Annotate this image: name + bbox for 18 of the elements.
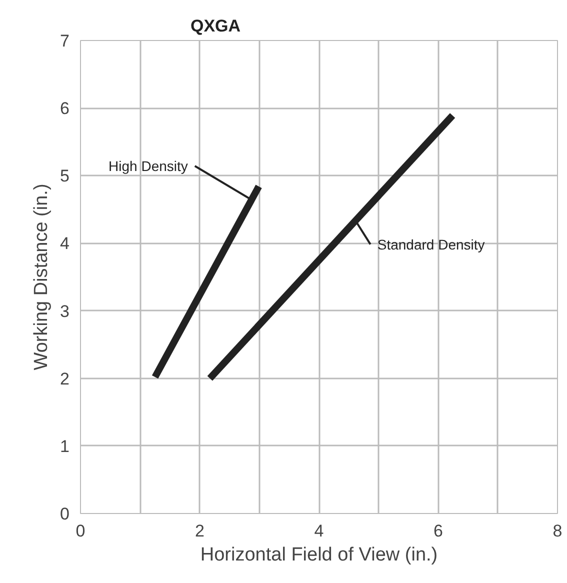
text: High Density	[108, 158, 188, 174]
y-tick-label: 4	[60, 234, 70, 254]
y-tick-label: 5	[60, 166, 70, 186]
x-axis-title: Horizontal Field of View (in.)	[200, 544, 438, 566]
series-label: Standard Density	[377, 236, 485, 252]
y-tick-label: 6	[60, 99, 70, 118]
x-tick-label: 2	[195, 522, 204, 540]
x-tick-label: 6	[434, 522, 443, 540]
x-tick-label: 4	[314, 522, 324, 540]
y-tick-label: 3	[60, 302, 70, 321]
x-tick-label: 0	[76, 522, 86, 540]
y-axis-title: Working Distance (in.)	[31, 184, 52, 370]
y-tick-label: 7	[60, 32, 70, 50]
chart-title: QXGA	[190, 16, 241, 36]
y-tick-label: 1	[60, 436, 70, 456]
y-tick-label: 2	[60, 369, 70, 388]
x-tick-label: 8	[552, 522, 562, 540]
y-tick-label: 0	[60, 504, 70, 524]
